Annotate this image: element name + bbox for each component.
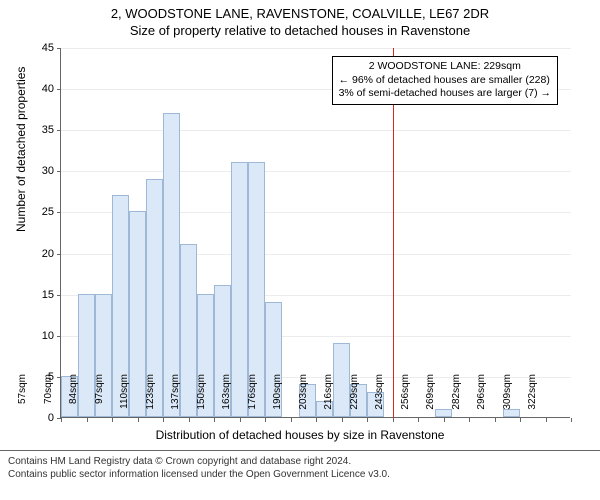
ytick-label: 10 (42, 330, 54, 342)
ytick-mark (57, 48, 61, 49)
xtick-label: 176sqm (247, 374, 258, 424)
footer-line-2: Contains public sector information licen… (8, 468, 592, 481)
xtick-mark (495, 418, 496, 422)
xtick-label: 282sqm (451, 374, 462, 424)
histogram-bar (129, 211, 146, 417)
xtick-mark (520, 418, 521, 422)
xtick-mark (163, 418, 164, 422)
xtick-label: 309sqm (502, 374, 513, 424)
gridline (61, 130, 571, 131)
footer-line-1: Contains HM Land Registry data © Crown c… (8, 455, 592, 468)
xtick-mark (265, 418, 266, 422)
x-axis-label: Distribution of detached houses by size … (0, 428, 600, 442)
ytick-label: 30 (42, 165, 54, 177)
ytick-mark (57, 130, 61, 131)
footer-attribution: Contains HM Land Registry data © Crown c… (0, 450, 600, 481)
xtick-mark (367, 418, 368, 422)
xtick-mark (393, 418, 394, 422)
xtick-label: 190sqm (272, 374, 283, 424)
histogram-chart: 05101520253035404557sqm70sqm84sqm97sqm11… (60, 48, 570, 418)
xtick-label: 269sqm (425, 374, 436, 424)
annotation-line: ← 96% of detached houses are smaller (22… (339, 74, 551, 88)
histogram-bar (231, 162, 248, 417)
ytick-mark (57, 295, 61, 296)
xtick-label: 243sqm (374, 374, 385, 424)
xtick-mark (189, 418, 190, 422)
ytick-label: 25 (42, 206, 54, 218)
ytick-mark (57, 254, 61, 255)
ytick-mark (57, 336, 61, 337)
xtick-mark (418, 418, 419, 422)
xtick-mark (112, 418, 113, 422)
ytick-label: 40 (42, 83, 54, 95)
xtick-label: 84sqm (68, 374, 79, 424)
ytick-label: 45 (42, 42, 54, 54)
ytick-label: 35 (42, 124, 54, 136)
ytick-mark (57, 171, 61, 172)
ytick-mark (57, 89, 61, 90)
xtick-label: 123sqm (145, 374, 156, 424)
xtick-mark (291, 418, 292, 422)
annotation-box: 2 WOODSTONE LANE: 229sqm← 96% of detache… (332, 56, 558, 105)
histogram-bar (180, 244, 197, 417)
ytick-label: 15 (42, 289, 54, 301)
title-sub: Size of property relative to detached ho… (0, 21, 600, 38)
xtick-label: 137sqm (170, 374, 181, 424)
xtick-mark (316, 418, 317, 422)
xtick-mark (61, 418, 62, 422)
gridline (61, 48, 571, 49)
xtick-label: 97sqm (94, 374, 105, 424)
xtick-label: 229sqm (349, 374, 360, 424)
xtick-label: 150sqm (196, 374, 207, 424)
histogram-bar (163, 113, 180, 417)
annotation-line: 3% of semi-detached houses are larger (7… (339, 87, 551, 101)
plot-area: 05101520253035404557sqm70sqm84sqm97sqm11… (60, 48, 570, 418)
xtick-mark (138, 418, 139, 422)
histogram-bar (333, 343, 350, 417)
title-main: 2, WOODSTONE LANE, RAVENSTONE, COALVILLE… (0, 0, 600, 21)
xtick-mark (240, 418, 241, 422)
histogram-bar (78, 294, 95, 417)
xtick-label: 57sqm (17, 374, 28, 424)
xtick-label: 70sqm (43, 374, 54, 424)
xtick-label: 203sqm (298, 374, 309, 424)
xtick-label: 256sqm (400, 374, 411, 424)
xtick-label: 110sqm (119, 374, 130, 424)
ytick-mark (57, 212, 61, 213)
gridline (61, 171, 571, 172)
xtick-label: 296sqm (476, 374, 487, 424)
xtick-mark (469, 418, 470, 422)
xtick-label: 163sqm (221, 374, 232, 424)
xtick-label: 322sqm (527, 374, 538, 424)
ytick-label: 20 (42, 248, 54, 260)
y-axis-label: Number of detached properties (14, 67, 28, 232)
xtick-label: 216sqm (323, 374, 334, 424)
xtick-mark (342, 418, 343, 422)
xtick-mark (571, 418, 572, 422)
xtick-mark (546, 418, 547, 422)
histogram-bar (435, 409, 452, 417)
annotation-line: 2 WOODSTONE LANE: 229sqm (339, 60, 551, 74)
xtick-mark (444, 418, 445, 422)
xtick-mark (214, 418, 215, 422)
xtick-mark (87, 418, 88, 422)
